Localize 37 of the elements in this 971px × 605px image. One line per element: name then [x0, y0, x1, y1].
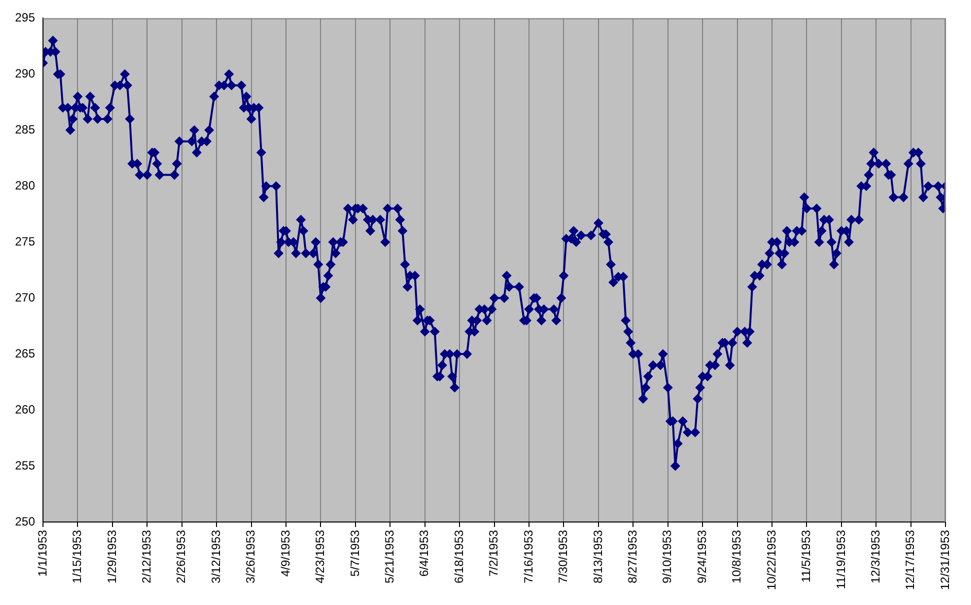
x-tick-label: 6/4/1953: [417, 530, 432, 577]
y-tick-label: 270: [14, 290, 36, 304]
x-tick-label: 10/8/1953: [730, 530, 744, 584]
x-tick-label: 1/1/1953: [35, 530, 50, 577]
x-tick-label: 2/26/1953: [174, 530, 188, 584]
y-tick-label: 275: [14, 234, 36, 248]
y-tick-label: 280: [14, 178, 36, 192]
x-tick-label: 5/21/1953: [382, 530, 396, 584]
x-tick-label: 5/7/1953: [348, 530, 362, 577]
x-tick-label: 6/18/1953: [452, 530, 466, 584]
x-tick-label: 7/2/1953: [486, 530, 501, 577]
x-tick-label: 12/17/1953: [903, 530, 918, 590]
y-tick-label: 295: [14, 10, 36, 25]
y-tick-label: 290: [14, 66, 36, 80]
x-tick-label: 2/12/1953: [139, 530, 154, 584]
y-tick-label: 260: [14, 402, 36, 416]
y-tick-label: 265: [14, 346, 36, 360]
x-tick-label: 1/29/1953: [104, 530, 119, 584]
y-tick-label: 250: [14, 514, 36, 528]
x-tick-label: 4/9/1953: [278, 530, 292, 577]
x-tick-label: 12/3/1953: [868, 530, 882, 584]
y-tick-label: 285: [14, 122, 36, 136]
x-tick-label: 9/24/1953: [694, 530, 709, 584]
x-tick-label: 3/26/1953: [244, 530, 258, 584]
x-tick-label: 3/12/1953: [208, 530, 223, 584]
x-tick-label: 8/13/1953: [590, 530, 605, 584]
y-tick-label: 255: [14, 458, 36, 472]
x-tick-label: 8/27/1953: [625, 530, 640, 584]
x-tick-label: 10/22/1953: [764, 530, 778, 590]
x-tick-label: 12/31/1953: [938, 530, 952, 590]
x-tick-label: 4/23/1953: [313, 530, 328, 584]
x-tick-label: 1/15/1953: [70, 530, 84, 584]
x-tick-label: 11/5/1953: [799, 530, 814, 582]
x-tick-label: 7/30/1953: [556, 530, 570, 584]
x-tick-label: 11/19/1953: [834, 530, 848, 590]
x-tick-label: 7/16/1953: [521, 530, 536, 584]
x-tick-label: 9/10/1953: [660, 530, 674, 584]
